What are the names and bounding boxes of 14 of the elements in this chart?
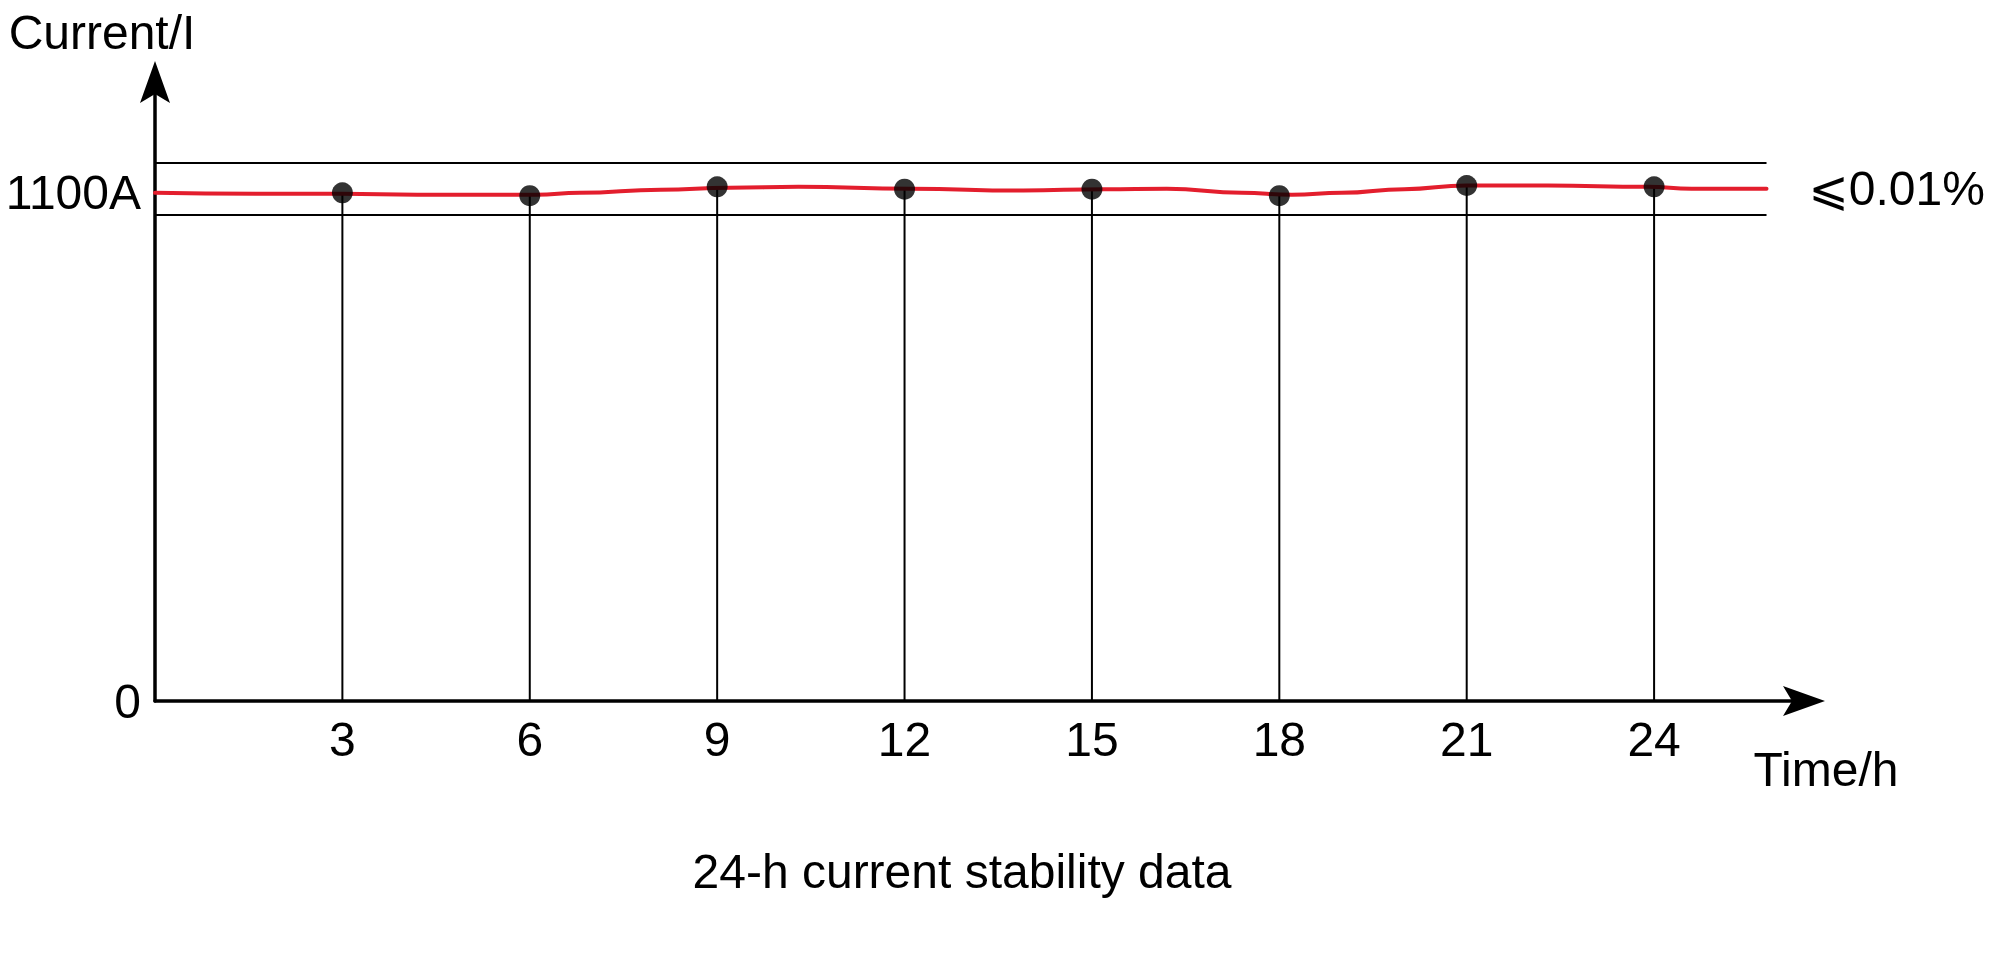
text: ⩽0.01% — [1808, 162, 1985, 216]
x-tick-label: 3 — [329, 712, 356, 766]
x-tick-label: 9 — [703, 712, 731, 766]
y-tick-label: 1100A — [5, 166, 141, 220]
y-axis-title: Current/I — [8, 5, 196, 59]
x-tick-label: 21 — [1440, 712, 1494, 766]
text: 24-h current stability data — [692, 844, 1232, 898]
x-axis-title: Time/h — [1753, 742, 1899, 796]
x-tick-label: 18 — [1252, 712, 1307, 766]
x-tick-label: 6 — [516, 712, 544, 766]
x-tick-label: 12 — [877, 712, 932, 766]
x-tick-label: 24 — [1627, 712, 1681, 766]
y-tick-label: 0 — [114, 674, 141, 728]
x-tick-label: 15 — [1065, 712, 1119, 766]
